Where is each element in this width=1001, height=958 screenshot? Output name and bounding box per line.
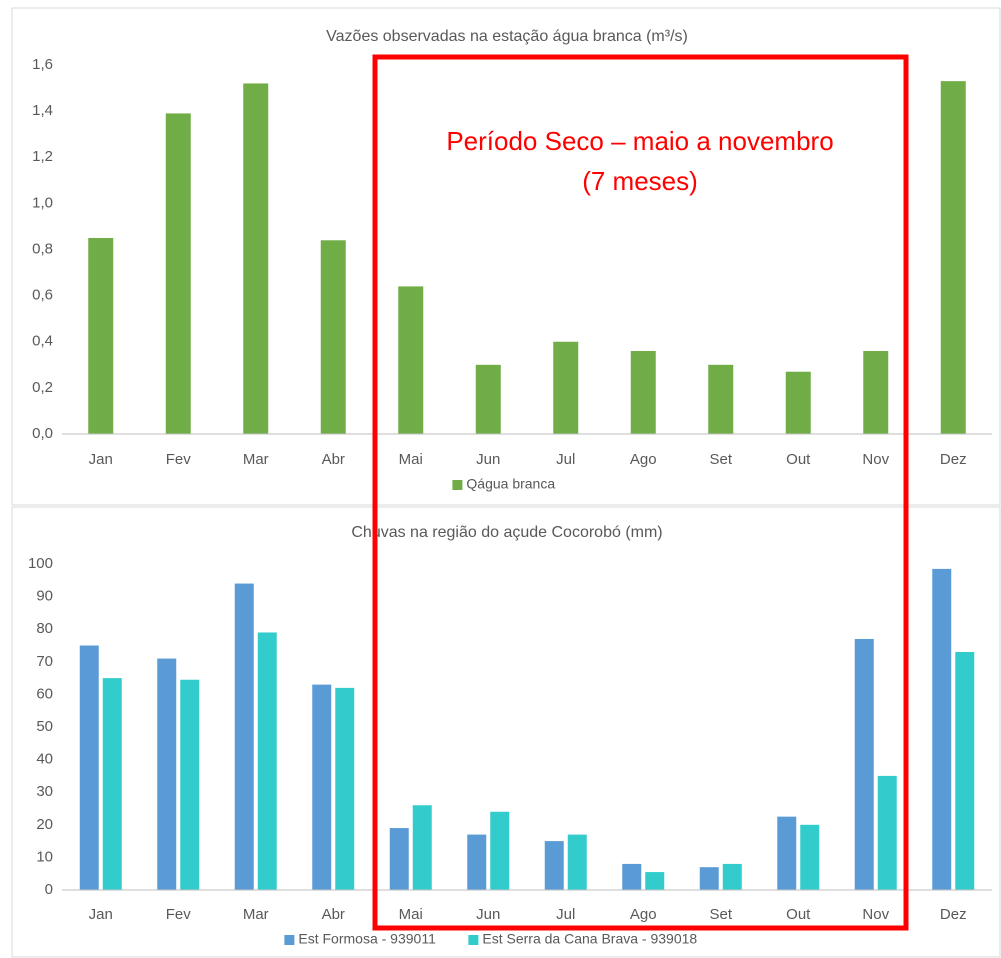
x-tick-label: Mai — [399, 451, 423, 468]
y-tick-label: 50 — [36, 718, 53, 735]
x-tick-label: Nov — [862, 906, 889, 923]
bar — [88, 237, 114, 434]
chart-title: Chuvas na região do açude Cocorobó (mm) — [351, 524, 662, 541]
x-tick-label: Jun — [476, 906, 500, 923]
x-tick-label: Out — [786, 451, 811, 468]
bar — [708, 364, 734, 434]
x-tick-label: Fev — [166, 906, 192, 923]
y-tick-label: 70 — [36, 653, 53, 670]
x-tick-label: Nov — [862, 451, 889, 468]
bar — [630, 350, 656, 434]
chart-title: Vazões observadas na estação água branca… — [326, 28, 688, 45]
bar — [234, 583, 254, 890]
y-tick-label: 0,8 — [32, 240, 53, 257]
y-tick-label: 20 — [36, 816, 53, 833]
legend-label: Qágua branca — [466, 476, 555, 492]
x-tick-label: Jun — [476, 451, 500, 468]
y-tick-label: 1,2 — [32, 148, 53, 165]
y-tick-label: 30 — [36, 783, 53, 800]
bar — [389, 828, 409, 890]
x-tick-label: Set — [709, 906, 732, 923]
x-tick-label: Dez — [940, 906, 967, 923]
y-tick-label: 0,2 — [32, 379, 53, 396]
bar — [490, 811, 510, 890]
legend-swatch — [468, 935, 479, 945]
legend-swatch — [452, 480, 463, 490]
y-tick-label: 10 — [36, 848, 53, 865]
bar — [553, 341, 579, 434]
bar — [699, 867, 719, 890]
bar — [932, 568, 952, 890]
panel — [11, 7, 1001, 506]
bar — [157, 658, 177, 890]
x-tick-label: Fev — [166, 451, 192, 468]
bar — [722, 863, 742, 890]
x-tick-label: Set — [709, 451, 732, 468]
x-tick-label: Mar — [243, 451, 269, 468]
bar — [320, 240, 346, 434]
legend-swatch — [284, 935, 295, 945]
bar — [257, 632, 277, 890]
y-tick-label: 60 — [36, 685, 53, 702]
bar — [102, 678, 122, 890]
bar — [645, 872, 665, 890]
bar — [475, 364, 501, 434]
bar — [785, 371, 811, 434]
bar — [467, 834, 487, 890]
bar — [863, 350, 889, 434]
y-tick-label: 1,6 — [32, 56, 53, 73]
bar — [165, 113, 191, 435]
annotation: Período Seco – maio a novembro — [446, 126, 833, 156]
x-tick-label: Jul — [556, 906, 575, 923]
x-tick-label: Jan — [89, 451, 113, 468]
y-tick-label: 100 — [28, 555, 53, 572]
y-tick-label: 80 — [36, 620, 53, 637]
y-tick-label: 0,6 — [32, 287, 53, 304]
x-tick-label: Abr — [322, 451, 345, 468]
bar — [312, 684, 332, 890]
x-tick-label: Jul — [556, 451, 575, 468]
bar — [622, 863, 642, 890]
x-tick-label: Mai — [399, 906, 423, 923]
annotation: (7 meses) — [582, 166, 698, 196]
bar — [777, 816, 797, 890]
y-tick-label: 0,0 — [32, 425, 53, 442]
x-tick-label: Abr — [322, 906, 345, 923]
bar — [180, 679, 200, 890]
y-tick-label: 1,0 — [32, 194, 53, 211]
bar — [854, 638, 874, 890]
bar — [544, 841, 564, 890]
bar — [412, 805, 432, 890]
legend-label: Est Serra da Cana Brava - 939018 — [482, 931, 697, 947]
highlight-box — [372, 54, 909, 931]
bar — [243, 83, 269, 434]
y-tick-label: 0,4 — [32, 333, 53, 350]
bar — [335, 687, 355, 890]
x-tick-label: Out — [786, 906, 811, 923]
bar — [800, 824, 820, 890]
x-tick-label: Ago — [630, 906, 657, 923]
x-tick-label: Mar — [243, 906, 269, 923]
bar — [398, 286, 424, 434]
bar — [877, 775, 897, 890]
bar — [955, 652, 975, 890]
bar — [567, 834, 587, 890]
bar — [79, 645, 99, 890]
x-tick-label: Ago — [630, 451, 657, 468]
x-tick-label: Dez — [940, 451, 967, 468]
y-tick-label: 40 — [36, 751, 53, 768]
y-tick-label: 90 — [36, 588, 53, 605]
y-tick-label: 0 — [45, 881, 53, 898]
x-tick-label: Jan — [89, 906, 113, 923]
bar — [940, 81, 966, 435]
legend-label: Est Formosa - 939011 — [298, 931, 436, 947]
y-tick-label: 1,4 — [32, 102, 53, 119]
